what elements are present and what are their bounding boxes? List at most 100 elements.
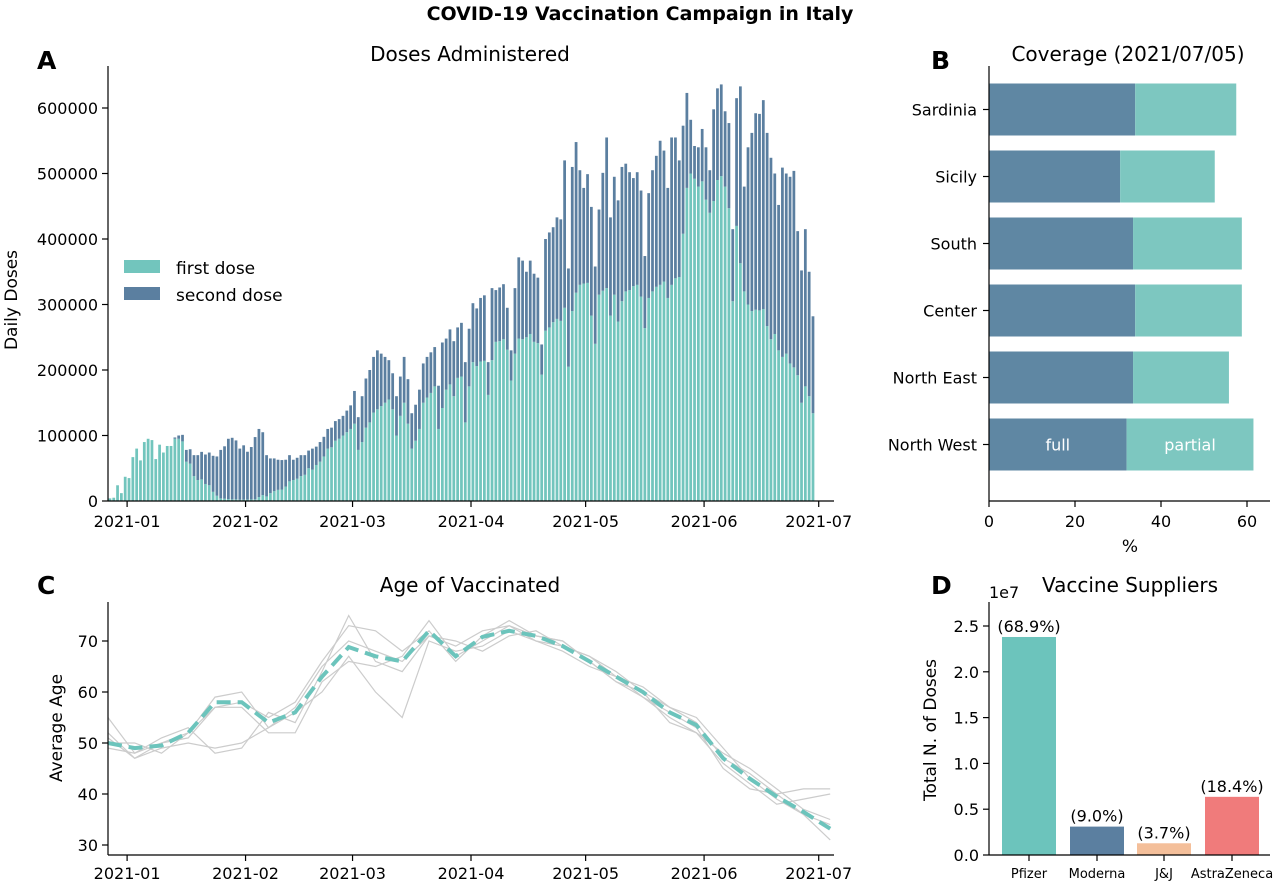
bar-first-dose <box>609 315 612 501</box>
bar-partial <box>1133 351 1229 404</box>
bar-first-dose <box>437 428 440 501</box>
bar-second-dose <box>448 329 452 385</box>
bar-second-dose <box>437 385 440 429</box>
panel-a-letter: A <box>37 46 57 75</box>
panel-c-letter: C <box>37 571 55 600</box>
bar-first-dose <box>353 423 356 501</box>
bar-second-dose <box>574 142 578 293</box>
x-tick-label: 2021-04 <box>438 864 505 883</box>
bar-first-dose <box>612 294 616 501</box>
bar-partial <box>1135 284 1242 337</box>
legend-first-label: first dose <box>176 259 255 279</box>
bar-second-dose <box>792 170 796 368</box>
bar-first-dose <box>376 409 379 501</box>
supplier-share-label: (18.4%) <box>1200 777 1263 796</box>
bar-second-dose <box>578 170 582 285</box>
bar-second-dose <box>211 455 215 492</box>
bar-second-dose <box>490 288 494 361</box>
bar-first-dose <box>349 428 353 501</box>
bar-second-dose <box>471 303 475 363</box>
bar-first-dose <box>547 327 551 501</box>
panel-b: B Coverage (2021/07/05) full partial Sard… <box>888 42 1270 557</box>
bar-first-dose <box>127 478 131 501</box>
bar-first-dose <box>616 321 620 501</box>
bar-first-dose <box>246 499 249 501</box>
bar-second-dose <box>341 415 345 436</box>
bar-first-dose <box>479 361 482 501</box>
bar-second-dose <box>666 187 670 298</box>
bar-second-dose <box>677 160 681 277</box>
bar-second-dose <box>391 373 395 410</box>
y-tick-label: 0 <box>88 492 98 511</box>
bar-first-dose <box>257 497 261 501</box>
bar-first-dose <box>119 493 123 501</box>
bar-second-dose <box>314 446 318 465</box>
panel-a-bars <box>108 84 815 502</box>
bar-second-dose <box>509 350 513 381</box>
bar-first-dose <box>525 337 528 501</box>
panel-b-title: Coverage (2021/07/05) <box>1011 42 1244 66</box>
bar-first-dose <box>475 366 479 501</box>
bar-second-dose <box>204 454 207 484</box>
panel-b-letter: B <box>931 46 950 75</box>
bar-first-dose <box>288 481 291 501</box>
y-tick-label: 100000 <box>37 427 98 446</box>
bar-full <box>989 418 1127 471</box>
panel-b-xlabel: % <box>1122 537 1138 557</box>
bar-first-dose <box>326 448 330 501</box>
bar-first-dose <box>330 447 333 501</box>
bar-second-dose <box>719 84 723 177</box>
panel-a-ylabel: Daily Doses <box>2 250 22 350</box>
bar-first-dose <box>345 432 349 501</box>
bar-first-dose <box>639 296 643 501</box>
bar-first-dose <box>555 318 559 501</box>
panel-d-title: Vaccine Suppliers <box>1042 573 1218 597</box>
bar-first-dose <box>414 440 417 501</box>
bar-first-dose <box>739 263 742 501</box>
bar-full <box>989 284 1136 337</box>
y-tick-label: 1.5 <box>954 709 979 728</box>
panel-a: A Doses Administered Daily Doses 0 100000… <box>2 42 852 531</box>
bar-first-dose <box>276 489 280 501</box>
bar-second-dose <box>360 396 364 443</box>
bar-second-dose <box>616 200 620 322</box>
bar-second-dose <box>188 449 192 464</box>
bar-first-dose <box>708 212 712 502</box>
bar-second-dose <box>242 445 246 500</box>
bar-label-partial: partial <box>1164 436 1216 455</box>
y-tick-label: 400000 <box>37 230 98 249</box>
supplier-bar <box>1205 796 1259 855</box>
bar-first-dose <box>509 380 513 501</box>
bar-first-dose <box>494 341 498 501</box>
bar-first-dose <box>784 353 788 501</box>
y-tick-label: 200000 <box>37 361 98 380</box>
bar-second-dose <box>246 451 249 500</box>
panel-a-legend: first dose second dose <box>124 259 283 306</box>
bar-first-dose <box>769 339 773 501</box>
bar-partial <box>1135 83 1237 136</box>
y-tick-label: 300000 <box>37 296 98 315</box>
bar-first-dose <box>418 428 421 501</box>
bar-first-dose <box>704 199 708 501</box>
panel-d-scale-label: 1e7 <box>989 583 1019 602</box>
bar-second-dose <box>418 389 421 429</box>
region-age-line <box>107 619 831 821</box>
bar-second-dose <box>288 455 291 482</box>
bar-first-dose <box>517 338 521 501</box>
bar-first-dose <box>139 460 142 501</box>
y-tick-label: 2.0 <box>954 663 979 682</box>
bar-second-dose <box>532 273 536 342</box>
panel-a-title: Doses Administered <box>370 42 570 66</box>
bar-first-dose <box>341 435 345 501</box>
bar-second-dose <box>521 260 524 340</box>
y-tick-label: 40 <box>78 785 98 804</box>
x-tick-label: 2021-01 <box>94 864 161 883</box>
bar-first-dose <box>269 493 272 501</box>
bar-first-dose <box>425 397 429 501</box>
supplier-label: Moderna <box>1069 867 1126 882</box>
bar-first-dose <box>563 307 566 501</box>
bar-first-dose <box>712 201 716 501</box>
bar-second-dose <box>265 455 268 497</box>
x-tick-label: 20 <box>1065 512 1085 531</box>
bar-first-dose <box>719 176 723 501</box>
